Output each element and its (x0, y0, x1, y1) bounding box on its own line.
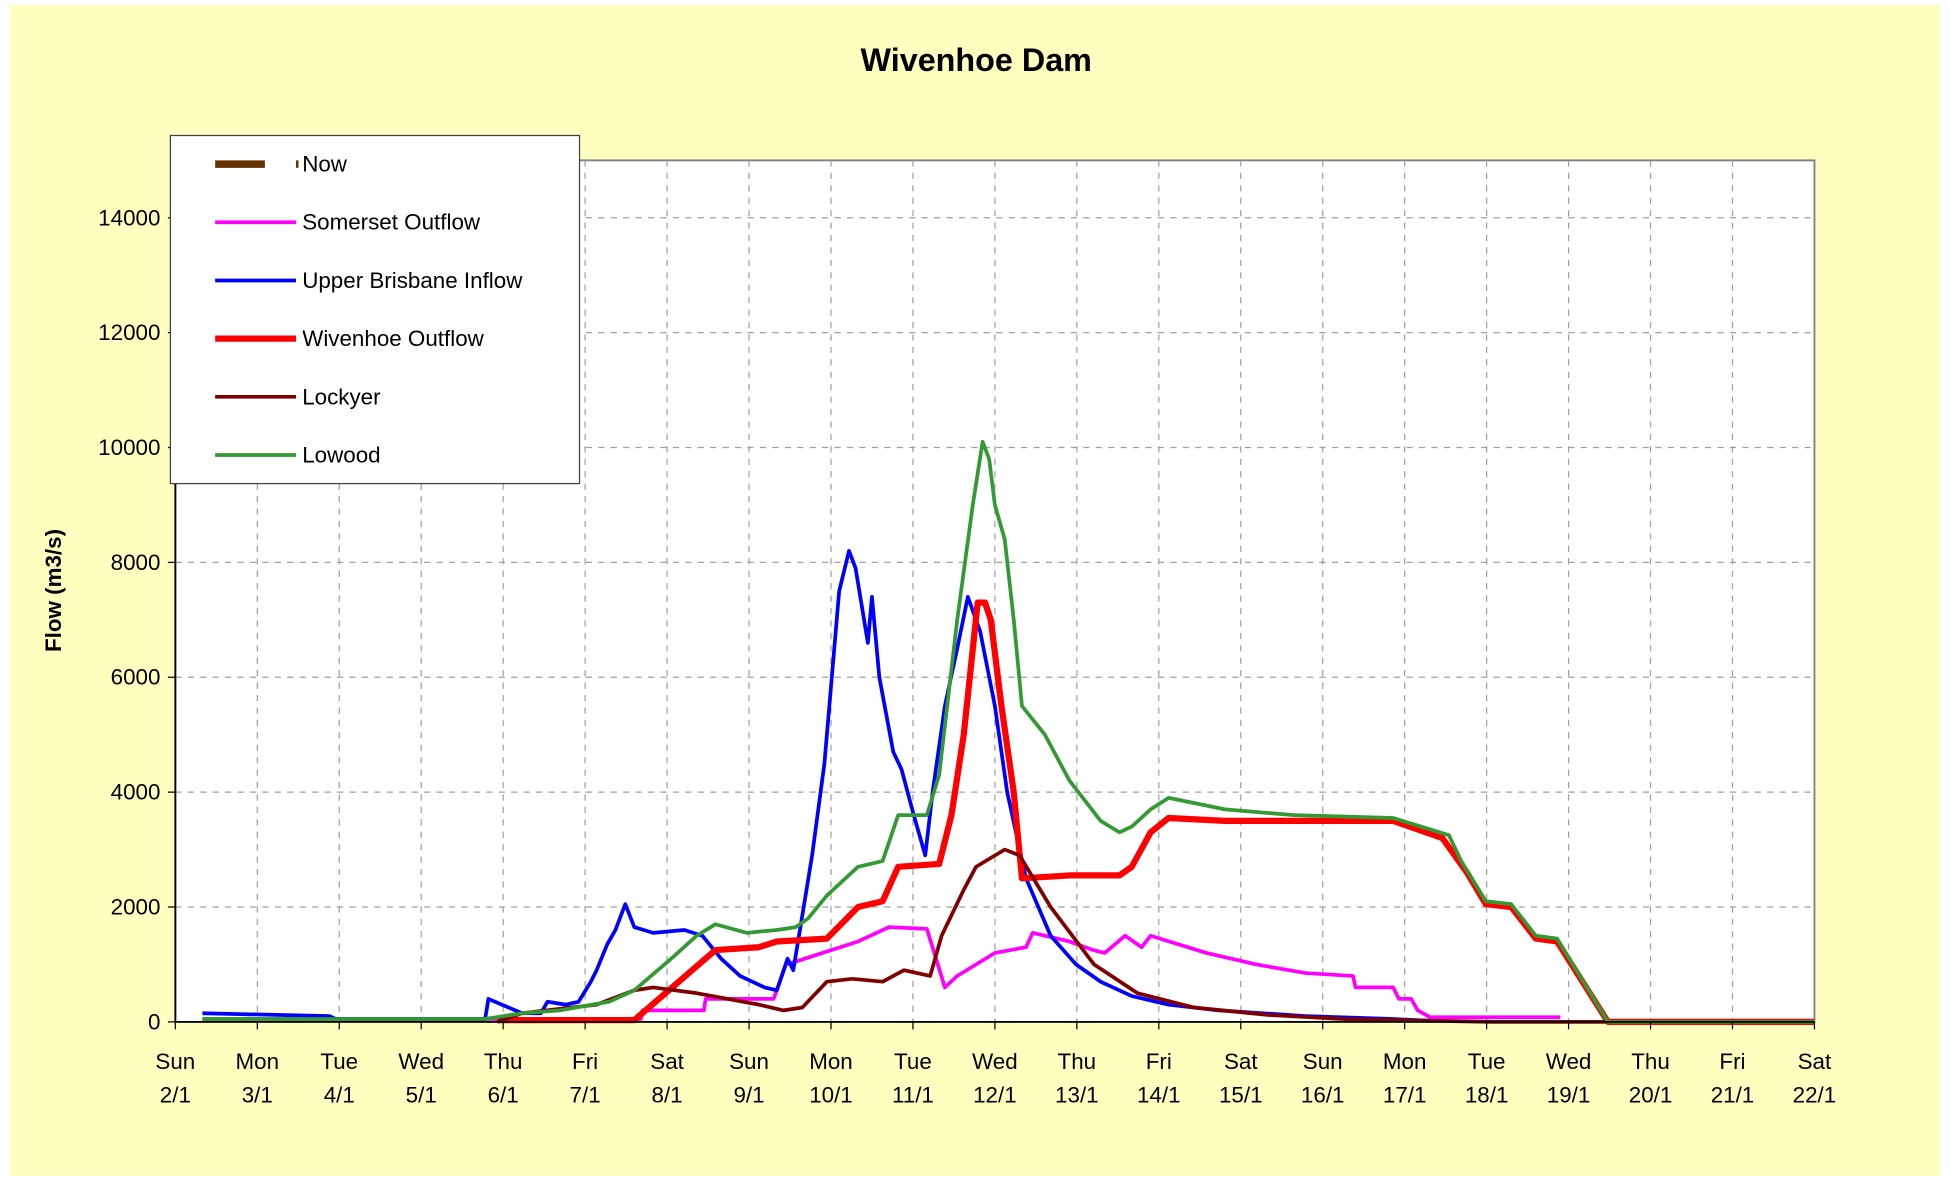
x-tick-label: Mon 17/1 (1383, 1049, 1427, 1108)
x-tick-label: Tue 18/1 (1465, 1049, 1509, 1108)
x-tick-label: Sat 22/1 (1793, 1049, 1837, 1108)
chart-title: Wivenhoe Dam (861, 42, 1092, 78)
y-tick-label: 6000 (111, 665, 161, 690)
y-axis-label: Flow (m3/s) (41, 529, 66, 652)
x-tick-label: Tue 11/1 (892, 1049, 934, 1108)
x-tick-label: Thu 6/1 (484, 1049, 523, 1108)
x-tick-label: Thu 13/1 (1055, 1049, 1099, 1108)
legend-label: Lockyer (302, 384, 381, 409)
x-tick-label: Thu 20/1 (1629, 1049, 1673, 1108)
x-tick-label: Fri 7/1 (570, 1049, 601, 1108)
series-lines (202, 439, 1815, 1025)
y-tick-label: 10000 (98, 435, 160, 460)
x-tick-label: Sat 8/1 (650, 1049, 684, 1108)
x-tick-label: Wed 19/1 (1546, 1049, 1592, 1108)
x-tick-label: Tue 4/1 (320, 1049, 358, 1108)
legend-label: Wivenhoe Outflow (302, 326, 484, 351)
x-tick-label: Fri 14/1 (1137, 1049, 1181, 1108)
y-tick-label: 2000 (111, 894, 161, 919)
x-tick-label: Wed 5/1 (398, 1049, 444, 1108)
x-tick-label: Sat 15/1 (1219, 1049, 1263, 1108)
legend-label: Lowood (302, 442, 380, 467)
y-tick-label: 14000 (98, 205, 160, 230)
legend: Now Somerset Outflow Upper Brisbane Inflow… (169, 134, 581, 485)
series-line (202, 439, 1815, 1024)
y-tick-label: 8000 (111, 550, 161, 575)
y-tick-label: 0 (148, 1009, 160, 1034)
x-tick-label: Mon 10/1 (809, 1049, 853, 1108)
x-tick-label: Mon 3/1 (236, 1049, 280, 1108)
legend-label: Upper Brisbane Inflow (302, 268, 523, 293)
axes: 0 2000 4000 6000 8000 10000 12000 14000 Sun 2/1 Mo… (98, 160, 1837, 1108)
series-line (496, 847, 1815, 1024)
legend-label: Now (302, 152, 348, 177)
x-tick-label: Sun 2/1 (155, 1049, 195, 1108)
y-tick-label: 12000 (98, 320, 160, 345)
x-tick-label: Wed 12/1 (972, 1049, 1018, 1108)
legend-label: Somerset Outflow (302, 210, 481, 235)
x-tick-label: Sun 9/1 (729, 1049, 769, 1108)
x-tick-label: Sun 16/1 (1301, 1049, 1345, 1108)
y-tick-label: 4000 (111, 780, 161, 805)
legend-box (169, 134, 581, 485)
x-tick-label: Fri 21/1 (1711, 1049, 1755, 1108)
